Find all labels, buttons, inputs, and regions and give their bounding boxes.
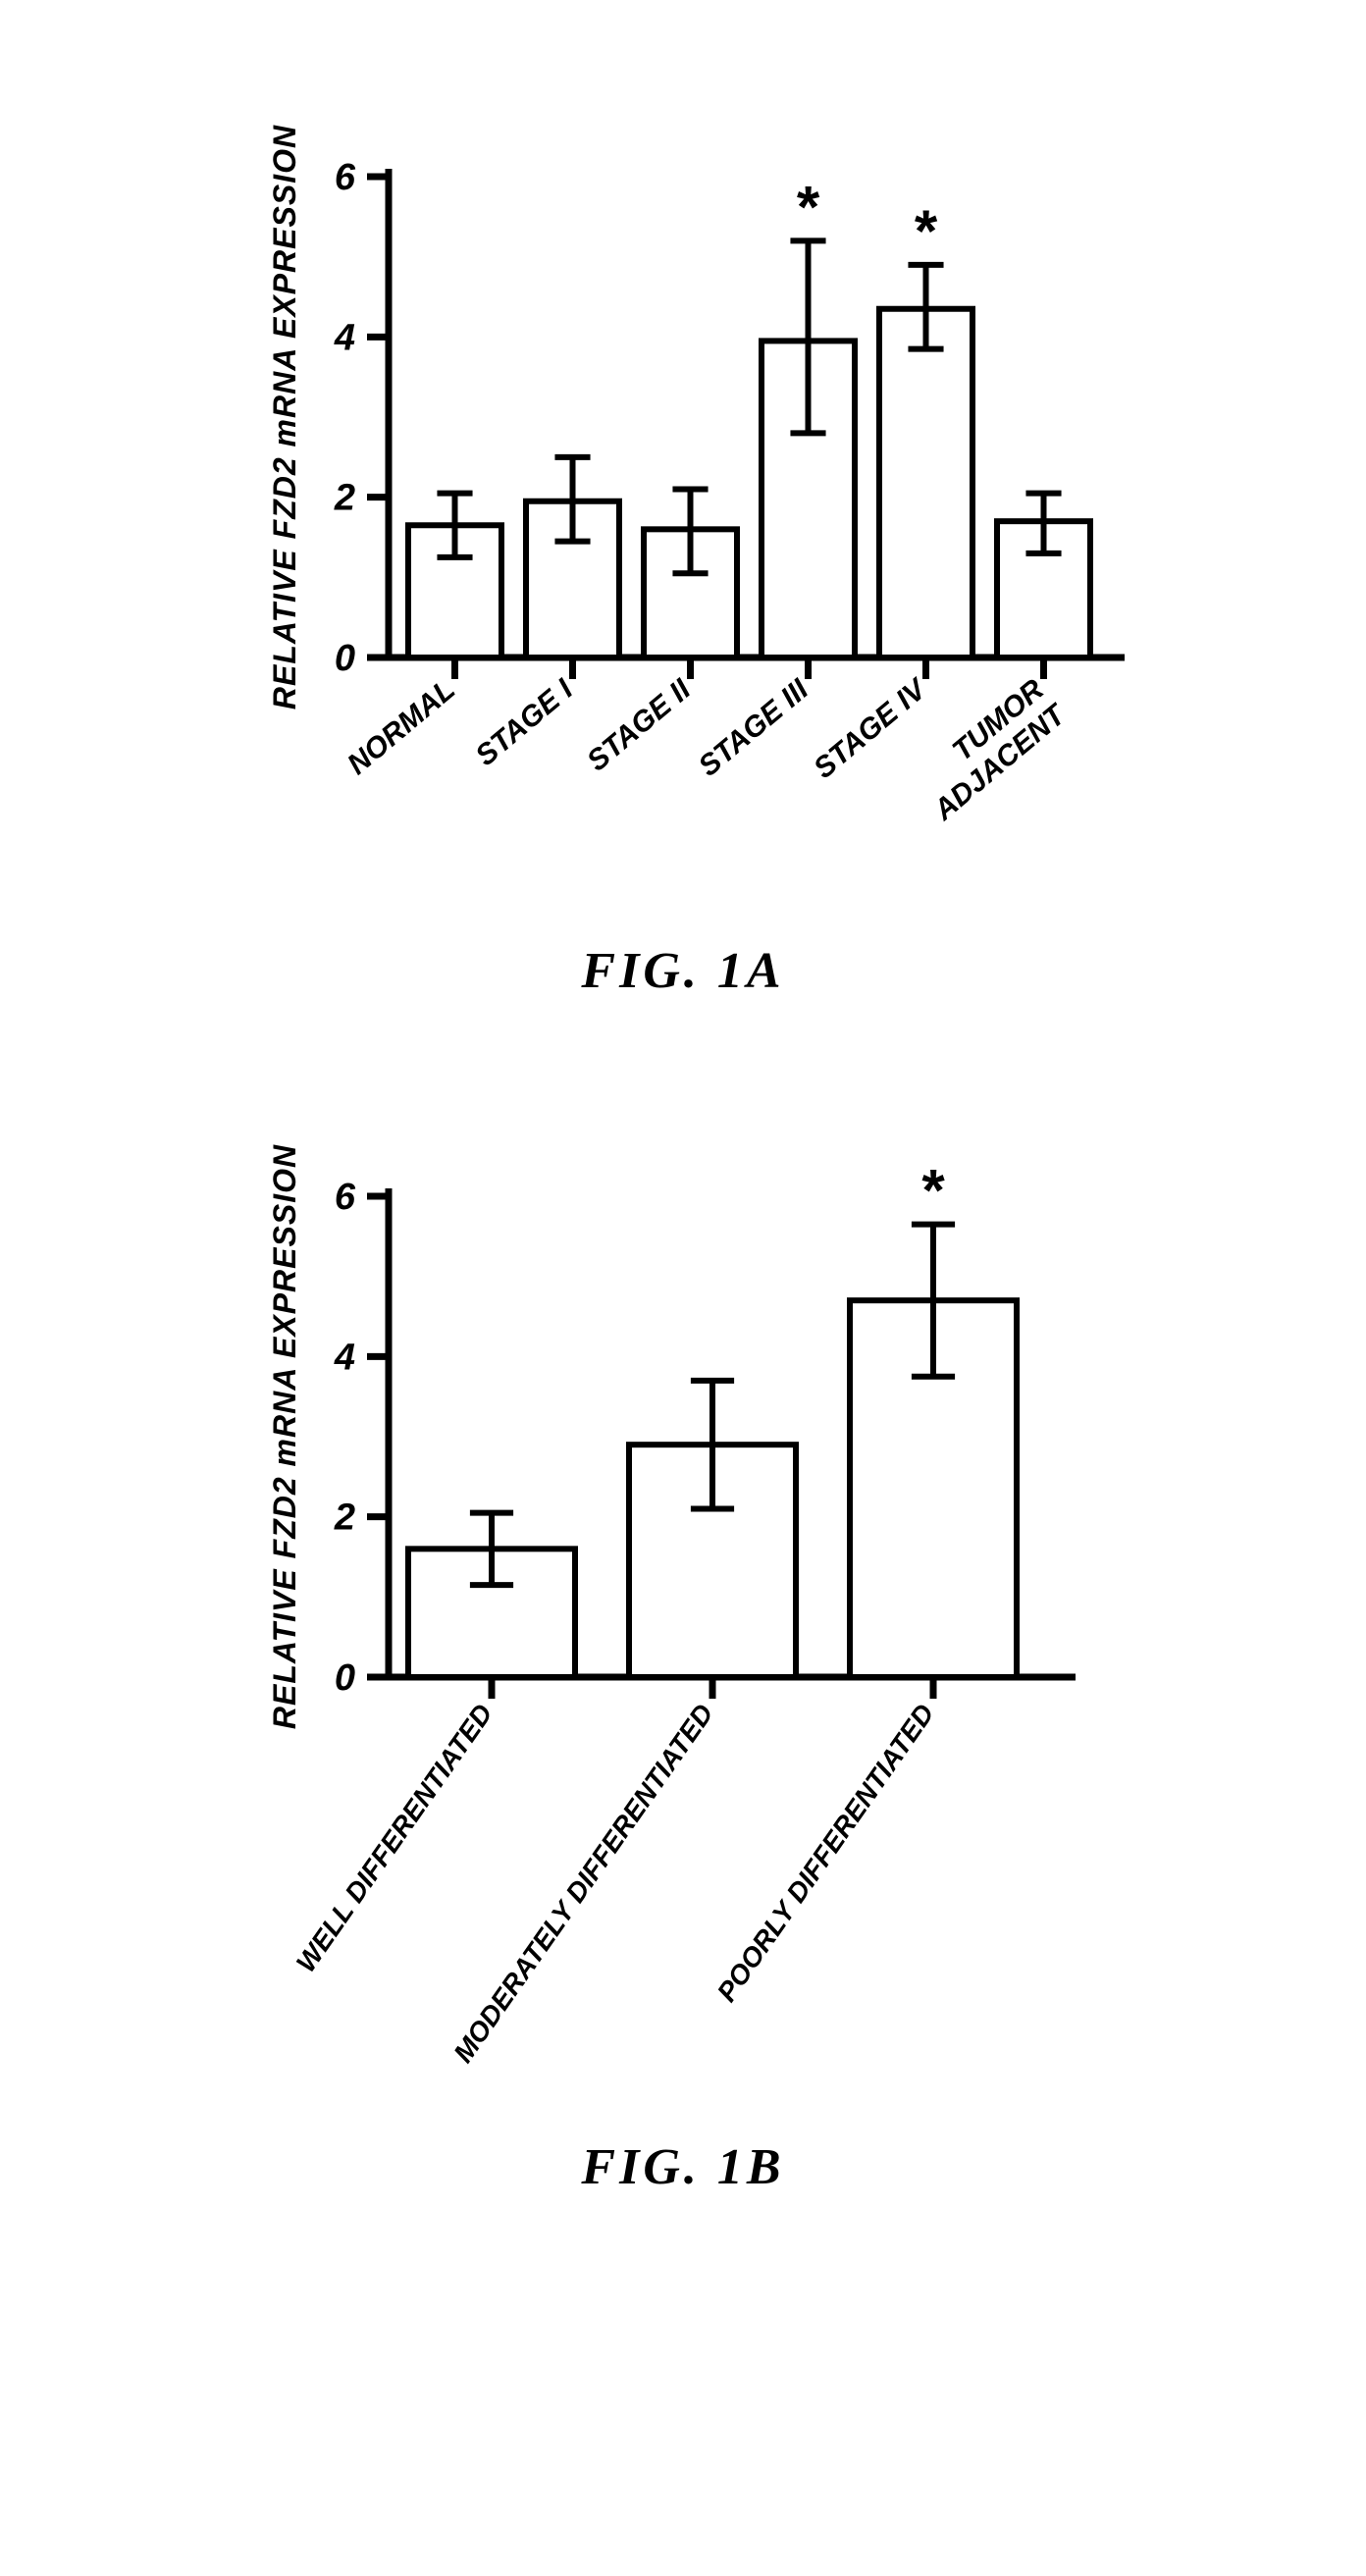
category-label: STAGE II <box>581 673 697 778</box>
figure-1b-caption: FIG. 1B <box>0 2138 1366 2196</box>
category-label: POORLY DIFFERENTIATED <box>711 1699 940 2008</box>
category-label: TUMORADJACENT <box>906 671 1074 827</box>
svg-text:WELL DIFFERENTIATED: WELL DIFFERENTIATED <box>290 1699 499 1978</box>
category-label: MODERATELY DIFFERENTIATED <box>447 1699 719 2069</box>
figure-1b: 0 2 4 6 RELATIVE FZD2 mRNA EXPRESSIONWELL DI… <box>0 1098 1366 2196</box>
chart-1a: 0246RELATIVE FZD2 mRNA EXPRESSIONNORMALS… <box>192 79 1174 883</box>
category-label: STAGE I <box>470 673 580 772</box>
category-label: NORMAL <box>342 673 461 781</box>
y-tick-label: 0 <box>335 638 355 679</box>
significance-star: * <box>797 174 820 239</box>
svg-text:STAGE II: STAGE II <box>581 673 697 778</box>
svg-text:POORLY DIFFERENTIATED: POORLY DIFFERENTIATED <box>711 1699 940 2008</box>
figure-1a: 0246RELATIVE FZD2 mRNA EXPRESSIONNORMALS… <box>0 79 1366 1000</box>
y-tick-label: 6 <box>335 1177 356 1218</box>
category-label: STAGE IV <box>808 671 934 785</box>
category-label: WELL DIFFERENTIATED <box>290 1699 499 1978</box>
y-axis-title: RELATIVE FZD2 mRNA EXPRESSION <box>267 125 302 710</box>
svg-text:STAGE IV: STAGE IV <box>808 671 934 785</box>
page: 0246RELATIVE FZD2 mRNA EXPRESSIONNORMALS… <box>0 0 1366 2412</box>
y-tick-label: 2 <box>334 478 355 519</box>
chart-1b: 0 2 4 6 RELATIVE FZD2 mRNA EXPRESSIONWELL DI… <box>192 1098 1174 2079</box>
y-tick-label: 4 <box>334 1337 355 1378</box>
bar <box>879 309 972 657</box>
y-tick-label: 6 <box>335 157 356 198</box>
svg-text:STAGE III: STAGE III <box>693 673 815 783</box>
y-axis-title: RELATIVE FZD2 mRNA EXPRESSION <box>267 1144 302 1729</box>
svg-text:NORMAL: NORMAL <box>342 673 461 781</box>
significance-star: * <box>915 198 938 264</box>
y-tick-label: 0 <box>335 1657 355 1699</box>
category-label: STAGE III <box>693 673 815 783</box>
figure-1a-caption: FIG. 1A <box>0 942 1366 1000</box>
y-tick-label: 2 <box>334 1498 355 1539</box>
svg-text:MODERATELY DIFFERENTIATED: MODERATELY DIFFERENTIATED <box>447 1699 719 2069</box>
significance-star: * <box>921 1158 945 1224</box>
y-tick-label: 4 <box>334 317 355 358</box>
svg-text:STAGE I: STAGE I <box>470 673 580 772</box>
